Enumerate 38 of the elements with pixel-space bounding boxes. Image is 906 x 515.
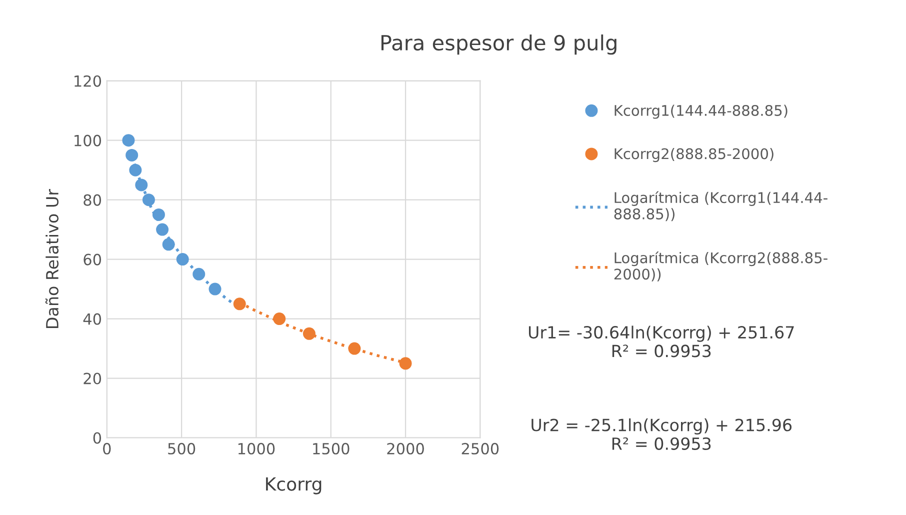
point [142,194,155,206]
point [152,208,165,221]
x-tick-label: 500 [168,442,196,454]
point [192,268,206,280]
point [126,148,138,162]
legend-label: Logarítmica (Kcorrg1(144.44-888.85)) [614,191,828,222]
point [233,298,246,310]
point [122,134,135,147]
point [176,253,189,266]
x-tick-label: 1000 [238,442,275,454]
y-tick-label: 120 [74,75,102,87]
point [302,327,316,340]
legend-label: Kcorrg1(144.44-888.85) [614,104,788,119]
x-tick-label: 2500 [462,442,499,454]
x-tick-label: 2000 [387,442,424,454]
chart-title: Para espesor de 9 pulg [381,34,616,55]
y-tick-label: 20 [84,372,102,384]
x-tick-label: 0 [103,442,111,454]
point [348,342,361,355]
point [135,178,148,192]
point [156,223,169,236]
legend-label: Logarítmica (Kcorrg2(888.85-2000)) [614,251,828,282]
point [129,164,142,176]
text: Ur1= -30.64ln(Kcorrg) + 251.67 R² = 0.9953 [528,326,794,358]
y-tick-label: 0 [93,432,102,444]
x-tick-label: 1500 [313,442,350,454]
y-tick-label: 40 [83,313,102,325]
point [208,282,222,296]
legend-label: Kcorrg2(888.85-2000) [614,148,774,162]
point [273,312,286,326]
y-tick-label: 60 [84,254,102,266]
y-axis-title: Daño Relativo Ur [45,189,59,328]
point [162,238,175,251]
point [399,357,412,370]
y-tick-label: 80 [84,194,102,206]
text: Ur2 = -25.1ln(Kcorrg) + 215.96 R² = 0.9953 [532,418,792,450]
x-axis-title: Kcorrg [266,477,322,494]
y-tick-label: 100 [74,134,102,146]
